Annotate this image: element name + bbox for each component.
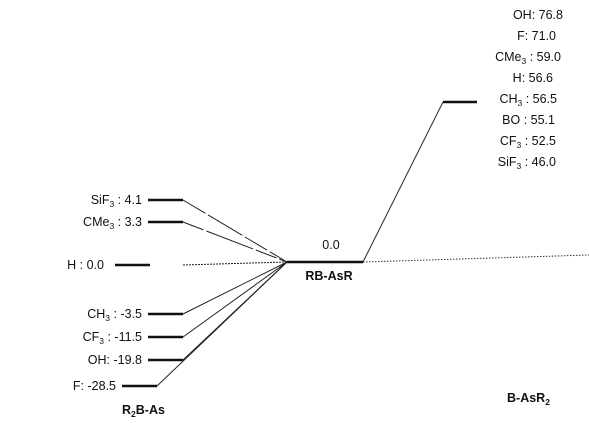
label-h-right: H: 56.6	[513, 71, 553, 85]
label-bo-right: BO : 55.1	[502, 113, 555, 127]
right-group-title: B-AsR2	[507, 391, 550, 407]
label-cme3-left: CMe3 : 3.3	[83, 215, 142, 231]
label-cf3-left: CF3 : -11.5	[83, 330, 142, 346]
connector-cme3	[182, 221, 288, 263]
left-connectors	[156, 199, 288, 387]
label-oh-right: OH: 76.8	[513, 8, 563, 22]
left-levels	[115, 198, 183, 388]
label-oh-left: OH: -19.8	[88, 353, 142, 367]
label-cme3-right: CMe3 : 59.0	[495, 50, 561, 66]
center-title: RB-AsR	[305, 269, 352, 283]
left-labels: SiF3 : 4.1 CMe3 : 3.3 H : 0.0 CH3 : -3.5…	[67, 193, 142, 393]
connector-f	[156, 261, 288, 387]
label-h-left: H : 0.0	[67, 258, 104, 272]
label-cf3-right: CF3 : 52.5	[500, 134, 556, 150]
label-sif3-left: SiF3 : 4.1	[91, 193, 142, 209]
label-ch3-left: CH3 : -3.5	[87, 307, 142, 323]
label-f-right: F: 71.0	[517, 29, 556, 43]
connector-h	[182, 261, 288, 266]
label-sif3-right: SiF3 : 46.0	[498, 155, 556, 171]
label-ch3-right: CH3 : 56.5	[499, 92, 557, 108]
label-f-left: F: -28.5	[73, 379, 116, 393]
right-labels: OH: 76.8 F: 71.0 CMe3 : 59.0 H: 56.6 CH3…	[495, 8, 563, 171]
dotted-connector-right	[362, 254, 589, 263]
connector-sif3	[182, 199, 288, 263]
connector-right-ch3	[362, 101, 444, 263]
label-center-value: 0.0	[322, 238, 339, 252]
left-group-title: R2B-As	[122, 403, 165, 419]
connector-cf3	[182, 261, 288, 338]
connector-ch3	[182, 261, 288, 315]
